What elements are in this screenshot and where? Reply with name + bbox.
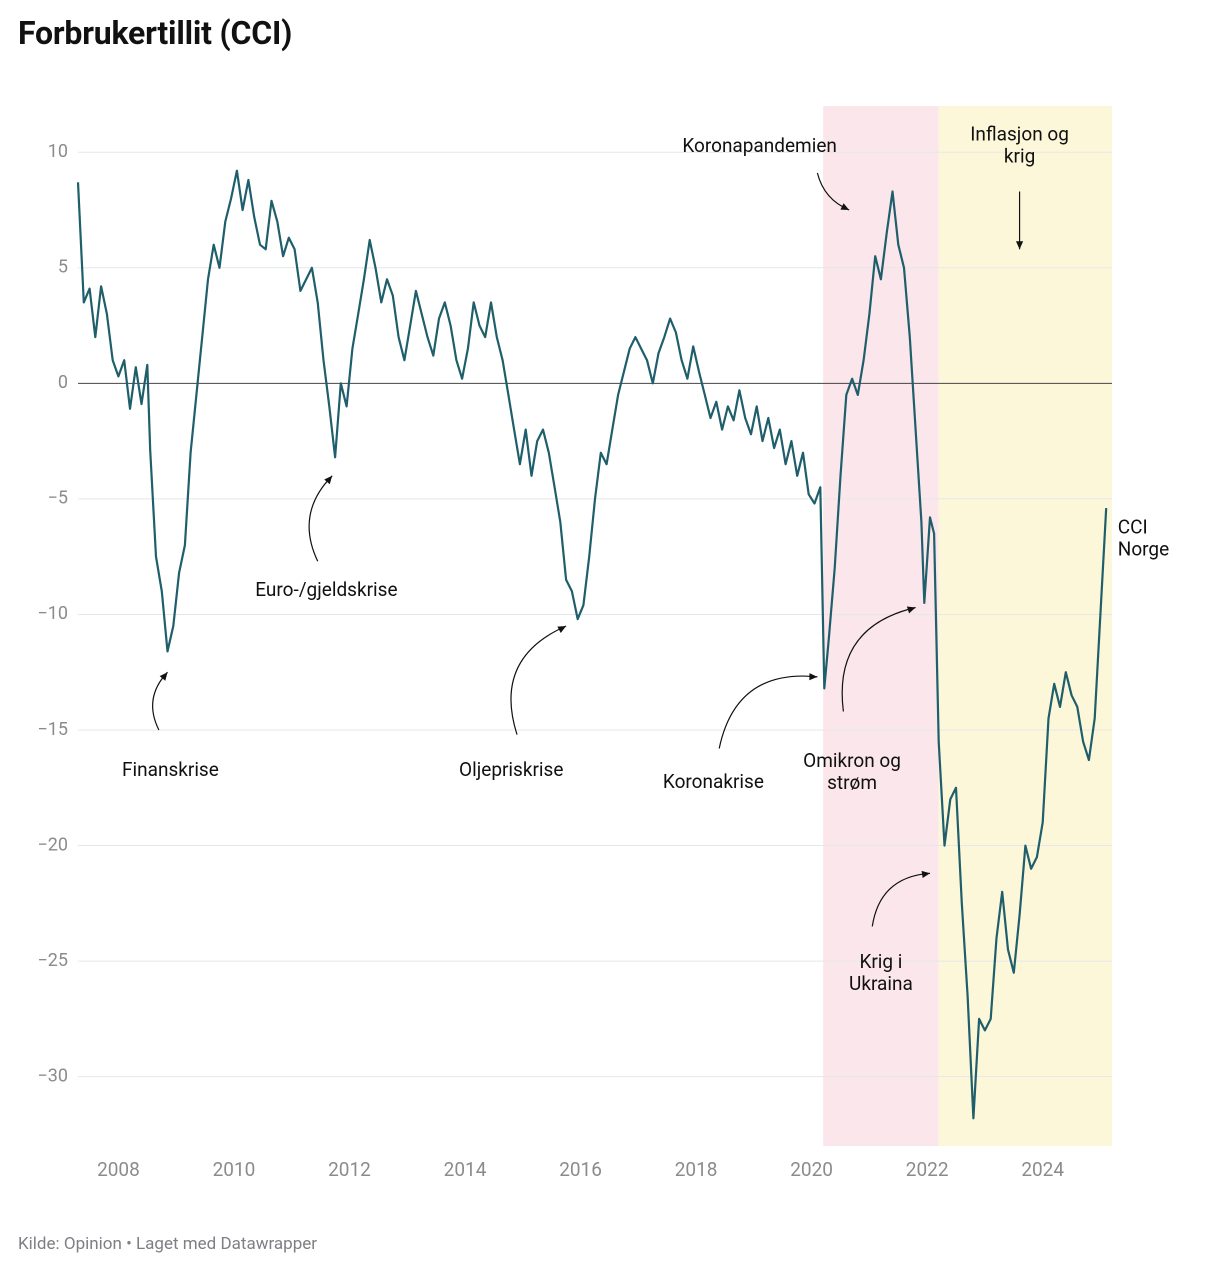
x-tick-label: 2020: [790, 1158, 833, 1181]
annotation-arrow-head: [809, 673, 817, 680]
cci-chart: 10 5 0 −5 −10 −15 −20 −25 −30 2008 2010 2012 2014 201…: [18, 76, 1202, 1202]
annotation-arrow: [511, 626, 566, 735]
annotation-arrow: [309, 476, 332, 562]
x-tick-label: 2012: [328, 1158, 371, 1181]
annotation-label: Euro-/gjeldskrise: [255, 578, 397, 601]
annotation-label: Koronakrise: [663, 770, 764, 793]
x-tick-label: 2008: [97, 1158, 140, 1181]
annotation-label: Koronapandemien: [682, 134, 837, 157]
x-tick-label: 2016: [559, 1158, 602, 1181]
annotation-arrow: [153, 672, 168, 730]
chart-footer: Kilde: Opinion • Laget med Datawrapper: [18, 1234, 317, 1254]
y-tick-label: 5: [58, 257, 68, 278]
x-tick-label: 2018: [675, 1158, 718, 1181]
series-label: CCINorge: [1118, 516, 1169, 561]
x-tick-label: 2022: [906, 1158, 949, 1181]
x-tick-label: 2010: [213, 1158, 256, 1181]
x-tick-label: 2024: [1021, 1158, 1064, 1181]
chart-title: Forbrukertillit (CCI): [18, 14, 292, 52]
x-tick-label: 2014: [444, 1158, 487, 1181]
annotation-label: Finanskrise: [122, 758, 219, 781]
y-tick-label: 0: [58, 372, 68, 393]
annotation-label: Oljepriskrise: [459, 758, 563, 781]
y-tick-label: −5: [48, 488, 68, 509]
shaded-region: [939, 106, 1112, 1146]
y-tick-label: −10: [37, 603, 68, 624]
y-tick-label: −25: [37, 950, 68, 971]
y-tick-label: −20: [37, 834, 68, 855]
y-tick-label: −30: [37, 1065, 68, 1086]
y-tick-label: −15: [37, 719, 68, 740]
annotation-arrow: [719, 676, 817, 748]
y-tick-label: 10: [48, 141, 68, 162]
